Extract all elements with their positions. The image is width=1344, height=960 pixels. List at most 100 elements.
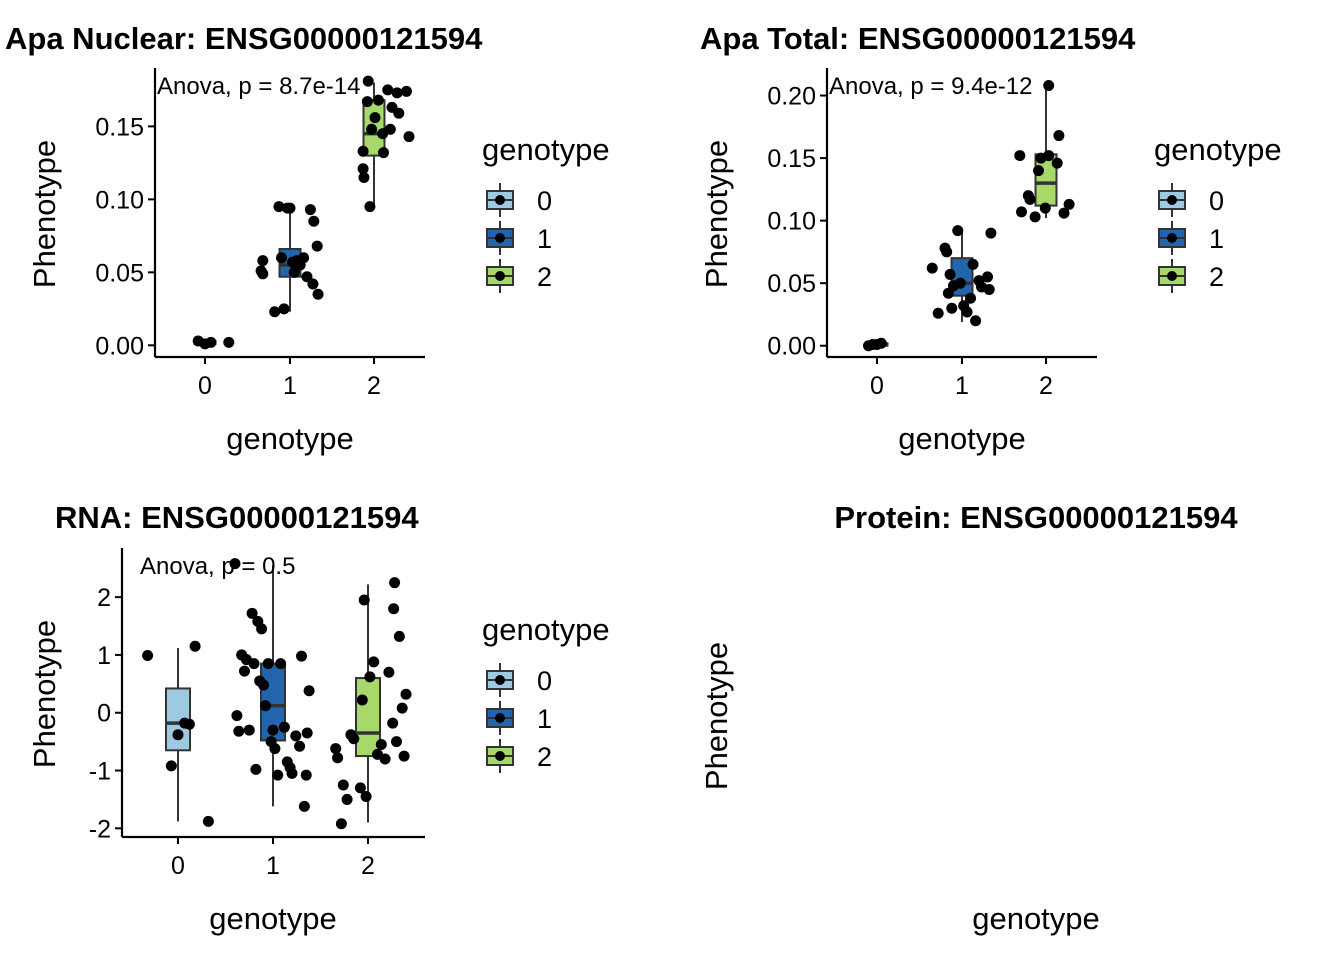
apa-total-anova-label: Anova, p = 9.4e-12 [829,73,1032,100]
apa-total-legend-key-0 [1158,183,1186,217]
apa-nuclear-legend-key-2 [486,259,514,293]
apa-total-panel: Apa Total: ENSG00000121594 Phenotype gen… [699,21,1282,456]
apa-nuclear-data-point [205,336,217,348]
apa-nuclear-legend-point [495,195,505,205]
apa-total-data-point [952,225,964,237]
apa-nuclear-y-tick-label: 0.15 [95,113,144,141]
apa-nuclear-anova-label: Anova, p = 8.7e-14 [157,73,360,100]
apa-nuclear-data-point [311,240,323,252]
rna-data-point [275,658,287,670]
apa-total-y-tick-label: 0.20 [767,83,816,111]
apa-nuclear-data-point [393,107,405,119]
rna-data-point [379,753,391,765]
apa-total-data-point [1051,157,1063,169]
apa-nuclear-data-point [378,147,389,159]
apa-nuclear-y-tick-label: 0.00 [95,332,144,360]
apa-total-x-axis-title: genotype [898,421,1026,456]
apa-nuclear-legend-key-1 [486,221,514,255]
apa-nuclear-data-point [301,271,313,283]
apa-nuclear-data-point [369,112,381,124]
apa-total-x-tick-label: 0 [870,372,884,400]
rna-data-point [267,724,279,736]
apa-nuclear-data-point [312,288,324,300]
apa-nuclear-data-point [288,266,300,278]
rna-data-point [393,630,405,642]
rna-data-point [391,736,402,748]
rna-data-point [303,685,315,697]
apa-total-data-point [954,277,966,289]
apa-total-data-point [985,227,997,239]
rna-data-point [330,743,342,755]
apa-nuclear-data-point [284,202,296,214]
apa-nuclear-legend-label: 0 [537,186,552,216]
apa-total-x-tick-label: 2 [1039,372,1053,400]
rna-box-body [355,677,381,758]
rna-data-point [337,779,349,791]
rna-y-tick-label: 1 [97,642,111,670]
rna-legend-point [495,675,505,685]
apa-nuclear-title: Apa Nuclear: ENSG00000121594 [5,21,483,56]
apa-nuclear-legend-label: 1 [537,224,552,254]
apa-nuclear-data-point [257,268,269,280]
apa-nuclear-data-point [304,204,316,216]
apa-total-data-point [970,315,982,327]
apa-total-legend: genotype 0 1 2 [1154,132,1282,293]
apa-total-y-tick-label: 0.00 [767,333,816,361]
apa-total-y-tick-label: 0.15 [767,145,816,173]
rna-data-point [258,679,269,691]
rna-data-point [400,688,412,700]
apa-nuclear-data-point [357,145,369,157]
apa-nuclear-data-point [403,131,415,143]
rna-data-point [278,721,290,733]
rna-legend-key-2 [486,739,514,773]
rna-data-point [354,782,366,794]
rna-legend-point [495,751,505,761]
apa-total-legend-label: 2 [1209,262,1224,292]
apa-total-data-point [875,337,887,349]
apa-nuclear-legend-point [495,233,505,243]
apa-total-data-point [1039,202,1051,214]
rna-legend-label: 0 [537,666,552,696]
rna-y-axis-title: Phenotype [27,620,62,768]
rna-y-tick-label: 0 [97,700,111,728]
apa-total-data-point [1043,80,1055,92]
rna-data-point [262,658,274,670]
apa-nuclear-data-point [257,255,269,267]
apa-nuclear-data-point [377,128,389,140]
apa-total-y-tick-label: 0.10 [767,208,816,236]
apa-total-legend-label: 0 [1209,186,1224,216]
rna-y-tick-label: -2 [89,815,111,843]
apa-nuclear-data-point [400,85,412,97]
rna-data-point [259,700,271,712]
apa-nuclear-data-point [372,94,384,106]
apa-total-data-point [983,283,995,295]
apa-nuclear-data-point [298,252,310,264]
rna-data-point [231,710,243,722]
apa-total-legend-key-2 [1158,259,1186,293]
rna-data-point [368,656,380,668]
rna-data-point [290,730,302,742]
rna-legend-point [495,713,505,723]
rna-legend-key-0 [486,663,514,697]
rna-data-point [375,739,387,751]
rna-data-point [165,760,177,772]
rna-data-point [388,603,400,615]
apa-total-data-point [1063,198,1075,210]
rna-data-point [239,665,250,677]
apa-total-legend-key-1 [1158,221,1186,255]
rna-title: RNA: ENSG00000121594 [55,500,419,535]
rna-x-tick-label: 2 [361,852,375,880]
apa-total-data-point [944,268,956,280]
apa-nuclear-x-axis-title: genotype [226,421,354,456]
apa-total-data-point [932,307,944,319]
rna-data-point [396,702,408,714]
apa-nuclear-y-tick-label: 0.10 [95,186,144,214]
rna-plot-area: -2 -1 0 1 2 0 1 2 [89,548,425,880]
rna-y-tick-label: 2 [97,584,111,612]
apa-nuclear-legend-label: 2 [537,262,552,292]
rna-x-tick-label: 0 [171,852,185,880]
apa-total-plot-area: 0.00 0.05 0.10 0.15 0.20 0 1 2 [767,68,1097,400]
apa-nuclear-panel: Apa Nuclear: ENSG00000121594 Phenotype g… [5,21,610,456]
apa-nuclear-plot-area: 0.00 0.05 0.10 0.15 0 1 2 [95,68,425,400]
apa-total-data-point [941,246,953,258]
